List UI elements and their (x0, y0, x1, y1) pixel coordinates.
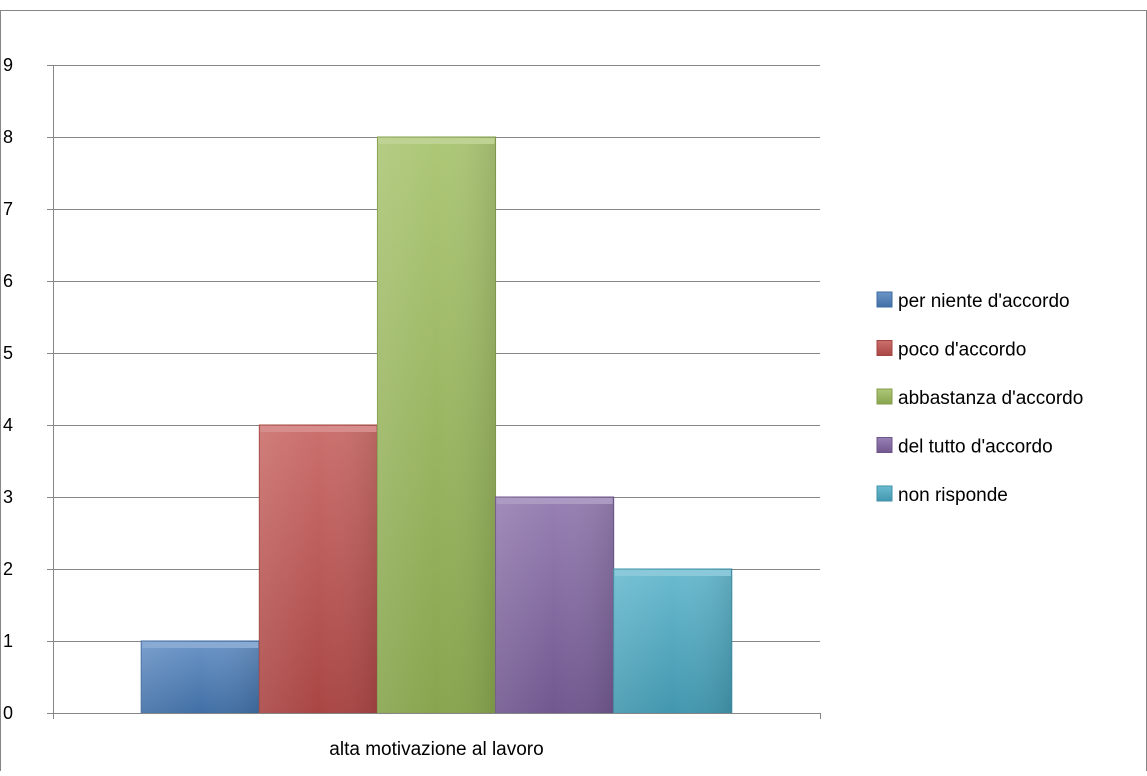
bars (140, 136, 733, 714)
legend-label: non risponde (898, 485, 1008, 506)
legend-swatch (876, 437, 893, 453)
y-tick-label: 5 (3, 343, 13, 363)
y-tick-label: 8 (3, 127, 13, 147)
bar-top-bevel (496, 498, 613, 504)
bar-shading (377, 137, 496, 713)
x-tick-label: alta motivazione al lavoro (329, 739, 543, 760)
y-axis-ticks: 0 1 2 3 4 5 6 7 8 9 (3, 55, 53, 723)
y-tick-label: 3 (3, 487, 13, 507)
axes (53, 65, 821, 719)
y-tick-label: 2 (3, 559, 13, 579)
bar-shading (141, 641, 260, 713)
legend-label: abbastanza d'accordo (898, 388, 1083, 409)
y-tick-label: 9 (3, 55, 13, 75)
legend-swatch (876, 485, 893, 502)
legend: per niente d'accordo poco d'accordo abbast… (876, 291, 1083, 506)
y-tick-label: 1 (3, 631, 13, 651)
legend-label: del tutto d'accordo (898, 437, 1053, 458)
y-tick-label: 4 (3, 415, 13, 435)
bar-shading (613, 569, 732, 713)
y-tick-label: 7 (3, 199, 13, 219)
bar-top-bevel (142, 642, 259, 648)
x-axis-labels: alta motivazione al lavoro (329, 739, 543, 760)
bar-top-bevel (378, 138, 495, 144)
legend-swatch (876, 291, 893, 308)
legend-label: poco d'accordo (898, 340, 1026, 361)
legend-label: per niente d'accordo (898, 291, 1070, 312)
legend-swatch (876, 340, 893, 356)
bar-top-bevel (260, 426, 377, 432)
bar-top-bevel (614, 570, 731, 576)
bar-shading (259, 425, 378, 713)
legend-swatch (876, 388, 893, 405)
y-tick-label: 6 (3, 271, 13, 291)
bar-shading (495, 497, 614, 713)
y-tick-label: 0 (3, 703, 13, 723)
